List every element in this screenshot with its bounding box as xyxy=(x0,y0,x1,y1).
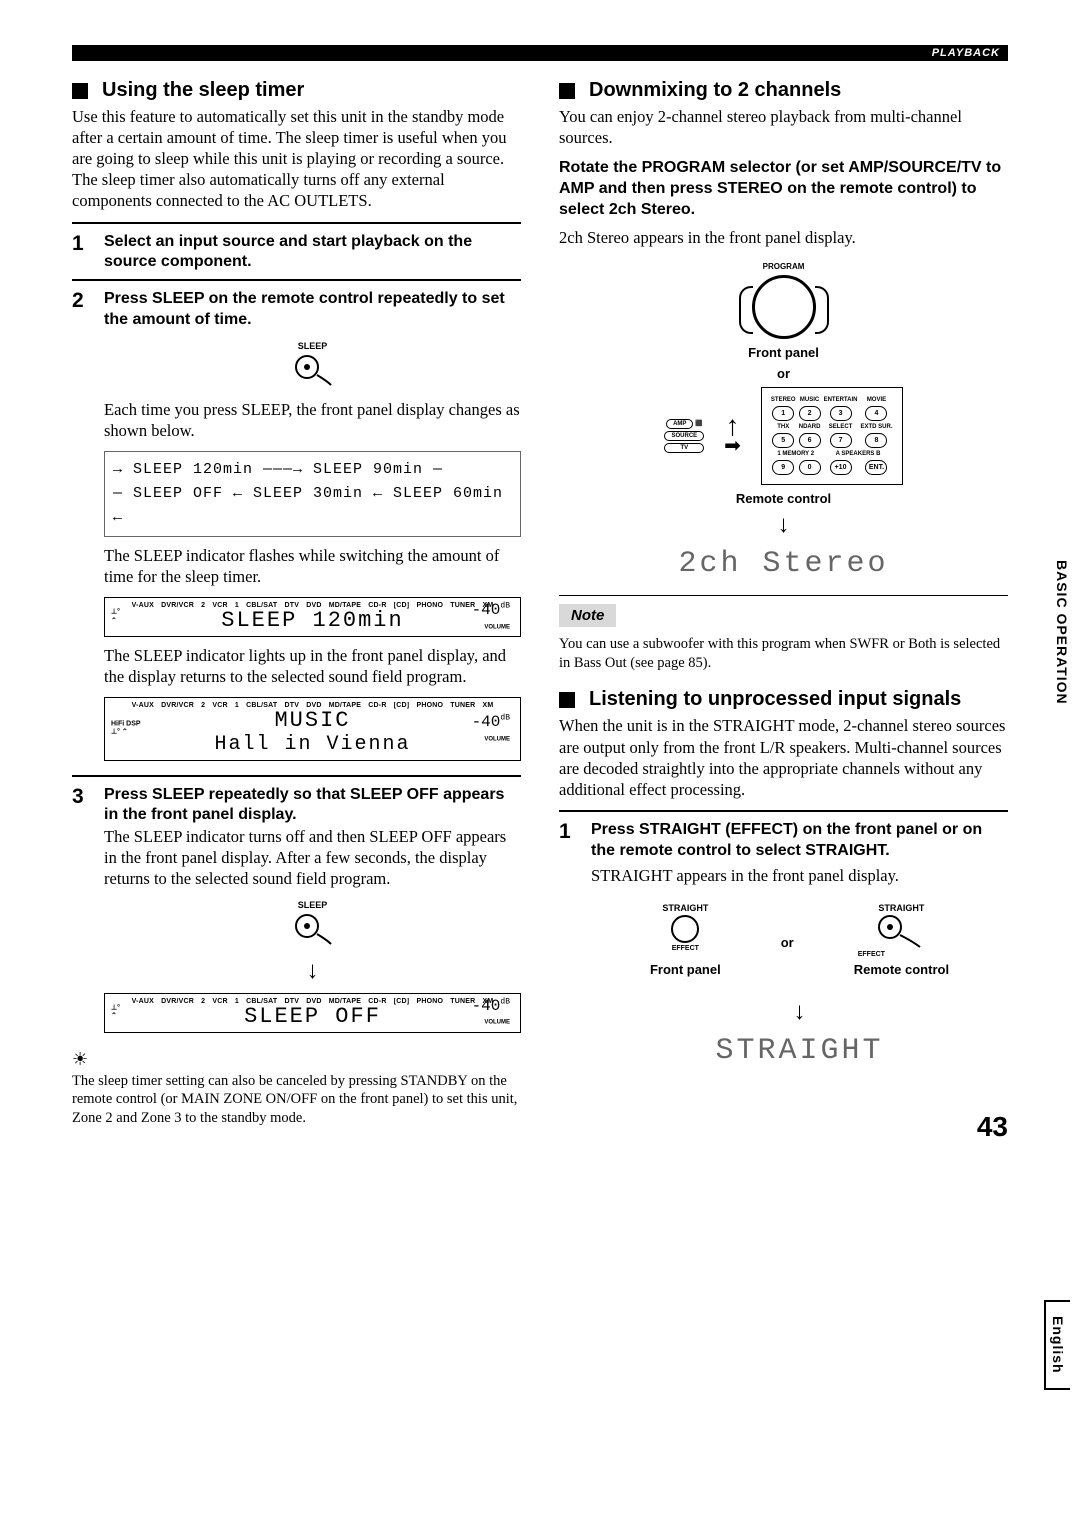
pointer-icon: ↑➡ xyxy=(724,419,741,453)
tip-text: The sleep timer setting can also be canc… xyxy=(72,1072,521,1129)
right-column: Downmixing to 2 channels You can enjoy 2… xyxy=(559,79,1008,1128)
step-3: 3 Press SLEEP repeatedly so that SLEEP O… xyxy=(72,775,521,1041)
knob-icon xyxy=(671,915,699,943)
step-number: 3 xyxy=(72,785,90,1041)
step-number: 1 xyxy=(72,232,90,274)
step-3b: The SLEEP indicator turns off and then S… xyxy=(104,826,521,889)
page: PLAYBACK Using the sleep timer Use this … xyxy=(0,0,1080,1173)
heading-downmix: Downmixing to 2 channels xyxy=(559,79,1008,102)
straight-step-1: 1 Press STRAIGHT (EFFECT) on the front p… xyxy=(559,810,1008,1076)
step-3a: Press SLEEP repeatedly so that SLEEP OFF… xyxy=(104,785,521,827)
sleep-intro: Use this feature to automatically set th… xyxy=(72,106,521,212)
straight-step-1b: STRAIGHT appears in the front panel disp… xyxy=(591,865,1008,886)
straight-controls-diagram: STRAIGHT EFFECT Front panel or STRAIGHT … xyxy=(591,903,1008,983)
downmix-instruction: Rotate the PROGRAM selector (or set AMP/… xyxy=(559,158,1008,220)
sleep-button-diagram-2: SLEEP xyxy=(293,900,333,946)
heading-sleep-timer: Using the sleep timer xyxy=(72,79,521,102)
step-1-text: Select an input source and start playbac… xyxy=(104,232,521,274)
lcd-display-2: V-AUX DVR/VCR 2 VCR 1 CBL/SAT DTV DVD MD… xyxy=(104,697,521,760)
step-2: 2 Press SLEEP on the remote control repe… xyxy=(72,279,521,768)
page-number: 43 xyxy=(977,1111,1008,1143)
section-label: PLAYBACK xyxy=(932,47,1000,59)
unprocessed-intro: When the unit is in the STRAIGHT mode, 2… xyxy=(559,715,1008,799)
side-tab-basic-operation: BASIC OPERATION xyxy=(1054,560,1070,705)
down-arrow-icon: ↓ xyxy=(559,512,1008,539)
left-column: Using the sleep timer Use this feature t… xyxy=(72,79,521,1128)
down-arrow-icon: ↓ xyxy=(591,999,1008,1026)
lcd-2ch-stereo: 2ch Stereo xyxy=(559,547,1008,581)
knob-icon xyxy=(752,275,816,339)
lcd-display-3: V-AUX DVR/VCR 2 VCR 1 CBL/SAT DTV DVD MD… xyxy=(104,993,521,1033)
heading-unprocessed: Listening to unprocessed input signals xyxy=(559,688,1008,711)
step-2b: Each time you press SLEEP, the front pan… xyxy=(104,399,521,441)
step-number: 1 xyxy=(559,820,577,1076)
step-number: 2 xyxy=(72,289,90,768)
sleep-cycle-diagram: → SLEEP 120min ———→ SLEEP 90min — — SLEE… xyxy=(104,451,521,537)
header-bar: PLAYBACK xyxy=(72,45,1008,61)
button-icon xyxy=(876,913,926,949)
step-2d: The SLEEP indicator lights up in the fro… xyxy=(104,645,521,687)
remote-diagram: AMP ⬛ SOURCE TV ↑➡ STEREOMUSICENTERTAINM… xyxy=(559,387,1008,485)
tip-icon: ☀ xyxy=(72,1049,521,1070)
note-label: Note xyxy=(559,604,616,627)
down-arrow-icon: ↓ xyxy=(104,958,521,985)
straight-step-1a: Press STRAIGHT (EFFECT) on the front pan… xyxy=(591,820,1008,862)
downmix-result: 2ch Stereo appears in the front panel di… xyxy=(559,227,1008,248)
button-icon xyxy=(293,912,333,946)
downmix-intro: You can enjoy 2-channel stereo playback … xyxy=(559,106,1008,148)
lcd-straight: STRAIGHT xyxy=(591,1034,1008,1068)
step-2c: The SLEEP indicator flashes while switch… xyxy=(104,545,521,587)
side-tab-english: English xyxy=(1044,1300,1070,1390)
step-1: 1 Select an input source and start playb… xyxy=(72,222,521,274)
sleep-button-diagram: SLEEP xyxy=(293,341,333,387)
step-2a: Press SLEEP on the remote control repeat… xyxy=(104,289,521,331)
content-columns: Using the sleep timer Use this feature t… xyxy=(72,79,1008,1128)
lcd-display-1: V-AUX DVR/VCR 2 VCR 1 CBL/SAT DTV DVD MD… xyxy=(104,597,521,637)
program-knob-diagram: PROGRAM Front panel or AMP ⬛ SOURCE TV ↑… xyxy=(559,262,1008,581)
button-icon xyxy=(293,353,333,387)
note-text: You can use a subwoofer with this progra… xyxy=(559,635,1008,673)
